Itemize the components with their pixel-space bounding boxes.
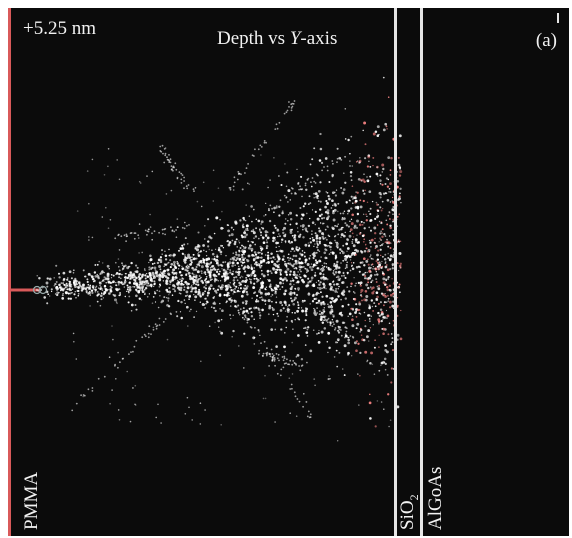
sio2-boundary-line [394, 8, 397, 536]
top-right-tick-mark [557, 13, 559, 23]
scatter-points [32, 76, 403, 442]
algoas-layer-label: AlGoAs [425, 466, 446, 530]
algoas-boundary-line [420, 8, 423, 536]
plot-title: Depth vs Y-axis [217, 28, 338, 49]
panel-label: (a) [535, 30, 557, 51]
depth-scale-label: +5.25 nm [23, 18, 96, 39]
electron-trajectory-spray [11, 76, 403, 442]
sio2-layer-label: SiO2 [397, 494, 421, 530]
pmma-layer-label: PMMA [21, 471, 42, 530]
simulation-frame: +5.25 nm Depth vs Y-axis (a) PMMA SiO2 A… [8, 8, 569, 536]
